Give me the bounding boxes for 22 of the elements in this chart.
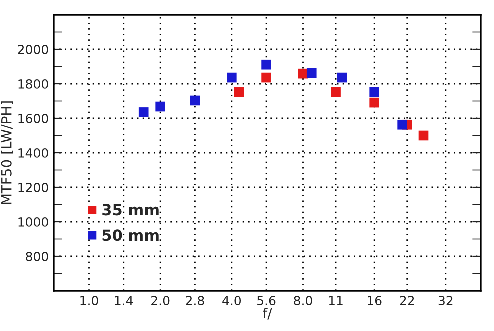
x-axis-title: f/ — [263, 308, 272, 320]
legend-label: 35 mm — [102, 204, 159, 216]
x-tick-label: 11 — [329, 296, 343, 306]
x-tick-label: 8.0 — [294, 296, 312, 306]
x-tick-label: 1.0 — [80, 296, 98, 306]
x-tick-label: 22 — [400, 296, 414, 306]
y-tick-label: 1600 — [18, 114, 48, 124]
y-tick-label: 2000 — [18, 44, 48, 54]
y-axis-title: MTF50 [LW/PH] — [1, 102, 14, 204]
y-tick-label: 1800 — [18, 79, 48, 89]
y-tick-label: 1400 — [18, 148, 48, 158]
x-tick-label: 4.0 — [222, 296, 242, 306]
y-tick-label: 1000 — [18, 217, 48, 227]
x-tick-label: 32 — [438, 296, 453, 306]
x-tick-label: 2.0 — [152, 296, 170, 306]
x-tick-label: 1.4 — [115, 296, 134, 306]
y-tick-label: 1200 — [18, 182, 48, 192]
x-tick-label: 16 — [368, 296, 382, 306]
x-tick-label: 2.8 — [186, 296, 204, 306]
x-tick-label: 5.6 — [258, 296, 276, 306]
legend-label: 50 mm — [102, 230, 159, 242]
y-tick-label: 800 — [26, 252, 48, 262]
